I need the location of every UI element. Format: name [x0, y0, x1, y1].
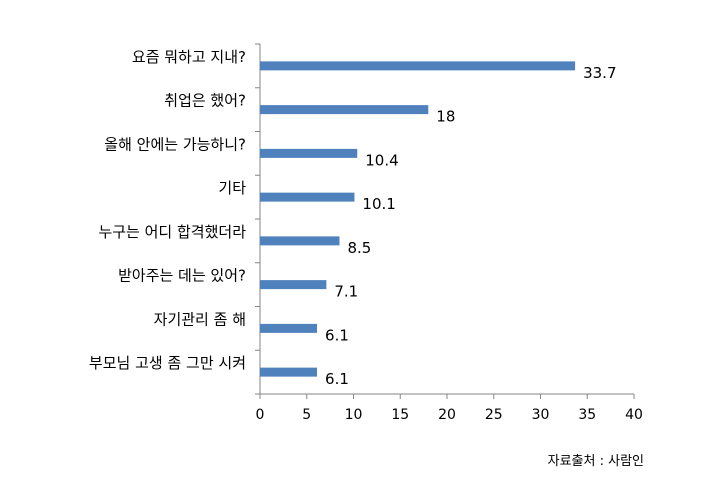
value-label: 10.1 [362, 195, 395, 213]
value-label: 6.1 [325, 326, 349, 344]
bar [260, 323, 318, 333]
category-label: 받아주는 데는 있어? [118, 267, 246, 285]
x-tick-label: 10 [345, 407, 363, 423]
x-tick-label: 15 [391, 407, 409, 423]
bar [260, 367, 318, 377]
category-label: 부모님 고생 좀 그만 시켜 [89, 354, 246, 372]
x-tick-label: 5 [302, 407, 311, 423]
bar [260, 280, 327, 290]
bar [260, 61, 576, 71]
x-tick-label: 0 [256, 407, 265, 423]
source-note: 자료출처 : 사람인 [547, 454, 644, 469]
bar [260, 236, 340, 246]
category-label: 누구는 어디 합격했더라 [98, 223, 246, 241]
value-label: 33.7 [583, 64, 616, 82]
value-label: 10.4 [365, 151, 398, 169]
value-label: 7.1 [334, 283, 358, 301]
category-label: 자기관리 좀 해 [154, 310, 246, 328]
x-tick-label: 35 [578, 407, 596, 423]
value-label: 8.5 [347, 239, 371, 257]
x-tick-label: 40 [625, 407, 643, 423]
category-label: 취업은 했어? [164, 92, 246, 110]
x-tick-label: 30 [532, 407, 550, 423]
bar [260, 148, 358, 158]
category-label: 기타 [218, 179, 246, 197]
bar [260, 192, 355, 202]
category-label: 요즘 뭐하고 지내? [132, 48, 246, 66]
value-label: 18 [436, 108, 455, 126]
chart-labels: 요즘 뭐하고 지내? 33.7 취업은 했어? 18 올해 안에는 가능하니? 10.4 기… [89, 48, 617, 388]
chart-axes: 0 5 10 15 20 25 30 35 40 [255, 43, 643, 423]
chart-bars [260, 61, 576, 377]
category-label: 올해 안에는 가능하니? [104, 135, 246, 153]
x-tick-label: 20 [438, 407, 456, 423]
bar [260, 105, 429, 115]
value-label: 6.1 [325, 370, 349, 388]
x-tick-label: 25 [485, 407, 503, 423]
